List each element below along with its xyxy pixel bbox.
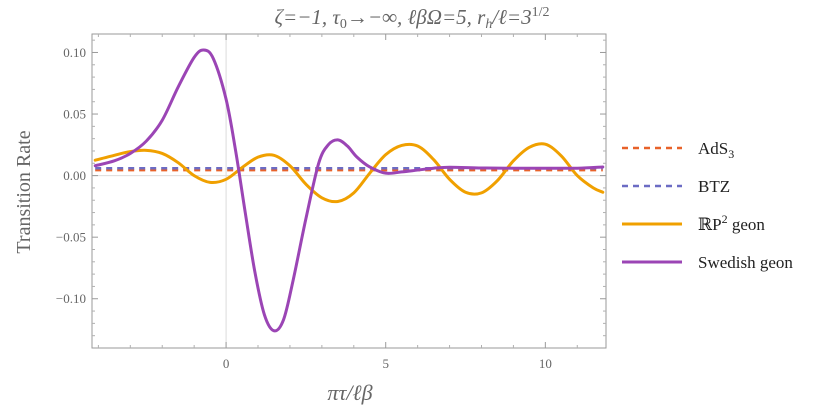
- legend-label: Swedish geon: [698, 253, 793, 272]
- plot-frame: [91, 33, 607, 349]
- x-axis-label: πτ/ℓβ: [327, 380, 372, 405]
- legend-label: BTZ: [698, 177, 730, 196]
- y-tick-label: 0.05: [63, 107, 86, 122]
- chart-title: ζ=−1, τ0→−∞, ℓβΩ=5, rh/ℓ=31/2: [275, 5, 550, 32]
- y-tick-label: −0.05: [56, 230, 86, 245]
- title-tau: τ: [332, 5, 341, 29]
- title-r-sup: 1/2: [532, 5, 550, 20]
- legend: AdS3 BTZ ℝP2 geon Swedish geon: [622, 139, 793, 272]
- x-tick-label: 10: [539, 356, 552, 371]
- title-r-rest: /ℓ=3: [491, 5, 531, 29]
- title-tau-sub: 0: [340, 17, 347, 32]
- title-tau-rest: →−∞, ℓβΩ=5,: [347, 5, 477, 29]
- title-r-sub: h: [485, 17, 492, 32]
- series-layer: [93, 48, 605, 333]
- y-tick-label: 0.00: [63, 168, 86, 183]
- title-zeta: ζ=−1,: [275, 5, 333, 29]
- series-line-swedish-geon: [93, 48, 605, 333]
- legend-label: ℝP2 geon: [698, 212, 765, 234]
- y-tick-label: 0.10: [63, 45, 86, 60]
- x-tick-label: 5: [382, 356, 389, 371]
- title-r: r: [477, 5, 486, 29]
- y-axis-label: Transition Rate: [13, 130, 35, 253]
- y-tick-label: −0.10: [56, 291, 86, 306]
- x-tick-label: 0: [223, 356, 230, 371]
- series-line-rp2-geon: [93, 142, 605, 204]
- legend-label: AdS3: [698, 139, 734, 161]
- axes-layer: 0.10 0.05 0.00 −0.05 −0.10 0 5 10: [56, 34, 606, 371]
